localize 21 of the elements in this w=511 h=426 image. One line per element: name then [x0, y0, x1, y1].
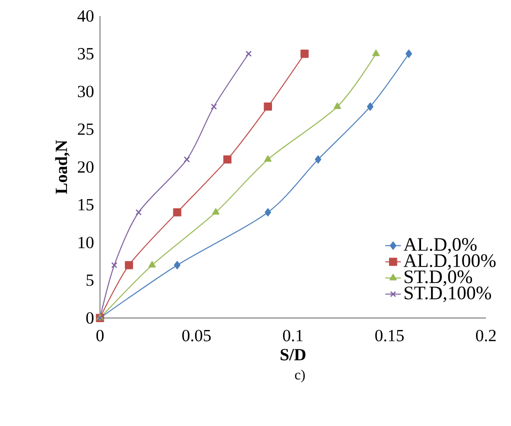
- y-tick-label: 40: [77, 10, 94, 22]
- y-tick-label: 20: [78, 161, 94, 173]
- x-tick-label: 0.2: [476, 330, 496, 342]
- text: c): [295, 370, 305, 382]
- legend-label: ST.D,0%: [404, 270, 472, 286]
- x-tick-label: 0.05: [182, 330, 211, 342]
- legend-label: ST.D,100%: [404, 286, 492, 302]
- y-tick-label: 0: [86, 312, 94, 324]
- x-tick-label: 0.1: [283, 330, 303, 342]
- x-axis-title: S/D: [280, 348, 306, 360]
- y-tick-label: 35: [78, 48, 94, 60]
- y-tick-label: 25: [78, 124, 94, 135]
- y-tick-label: 15: [78, 199, 94, 210]
- y-tick-label: 5: [86, 274, 94, 286]
- y-tick-label: 30: [78, 86, 94, 98]
- legend-label: AL.D,100%: [404, 254, 496, 270]
- x-tick-label: 0.15: [375, 330, 404, 342]
- y-axis-title: Load,N: [55, 140, 70, 194]
- y-tick-label: 10: [78, 236, 94, 248]
- x-tick-label: 0: [96, 330, 104, 342]
- legend-label: AL.D,0%: [404, 238, 477, 254]
